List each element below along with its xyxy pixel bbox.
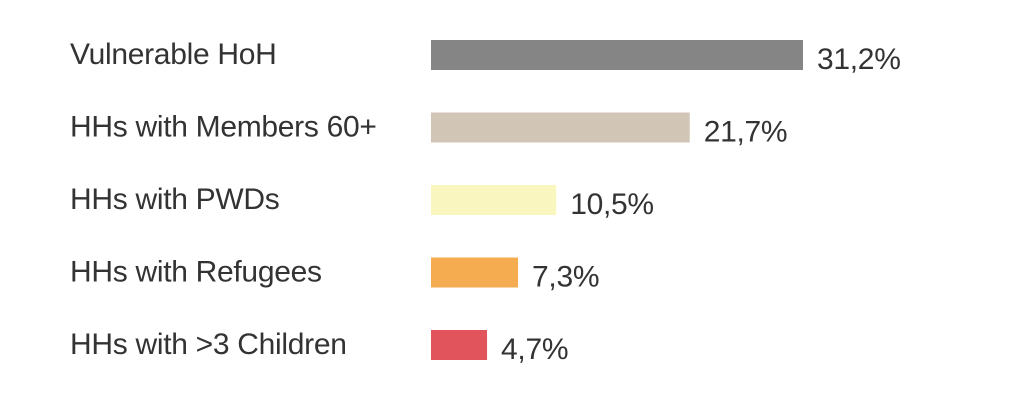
- bars: [431, 40, 803, 360]
- value-label: 10,5%: [570, 188, 654, 221]
- value-label: 31,2%: [817, 43, 901, 76]
- value-label: 7,3%: [532, 261, 599, 294]
- category-label: HHs with >3 Children: [70, 328, 347, 361]
- category-label: HHs with Refugees: [70, 256, 322, 289]
- value-label: 21,7%: [704, 116, 788, 149]
- bar: [431, 112, 690, 143]
- category-label: HHs with Members 60+: [70, 111, 377, 144]
- bar: [431, 40, 803, 70]
- value-labels: 31,2% 21,7% 10,5% 7,3% 4,7%: [501, 43, 901, 366]
- bar: [431, 257, 519, 288]
- category-label: Vulnerable HoH: [70, 38, 276, 71]
- value-label: 4,7%: [501, 333, 568, 366]
- bar: [431, 185, 557, 215]
- category-labels: Vulnerable HoH HHs with Members 60+ HHs wi…: [70, 38, 377, 361]
- category-label: HHs with PWDs: [70, 183, 279, 216]
- bar: [431, 330, 488, 360]
